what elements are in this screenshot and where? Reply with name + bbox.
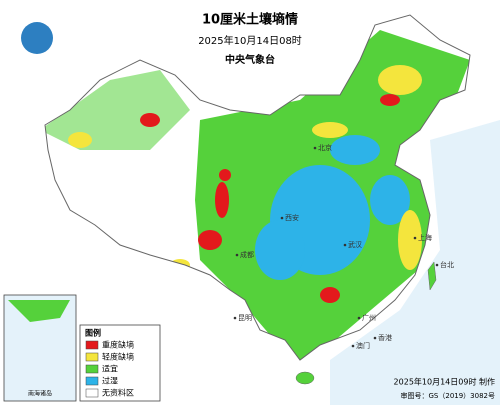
footer-approval: 审图号：GS（2019）3082号 <box>401 391 496 400</box>
city-label: 成都 <box>240 250 254 259</box>
sea <box>330 120 500 405</box>
legend-swatch <box>85 340 99 350</box>
legend-label: 无资料区 <box>102 388 134 398</box>
city-label: 香港 <box>378 333 392 342</box>
legend-swatch <box>85 364 99 374</box>
city-dot <box>435 263 439 267</box>
title: 10厘米土壤墒情 <box>202 12 298 28</box>
legend-label: 过湿 <box>102 376 118 386</box>
taiwan <box>427 261 437 291</box>
legend-swatch <box>85 376 99 386</box>
legend-label: 重度缺墒 <box>102 340 134 350</box>
city-label: 武汉 <box>348 240 362 249</box>
city-dot <box>280 216 284 220</box>
city-label: 澳门 <box>356 341 370 350</box>
logo <box>21 22 53 54</box>
city-label: 台北 <box>440 260 454 269</box>
subtitle: 2025年10月14日08时 <box>198 34 302 47</box>
city-label: 北京 <box>318 143 332 152</box>
city-dot <box>233 316 237 320</box>
city-label: 西安 <box>285 213 299 222</box>
legend-title: 图例 <box>85 328 101 338</box>
inset-land <box>8 300 70 322</box>
city-dot <box>313 146 317 150</box>
city-dot <box>373 336 377 340</box>
legend-swatch <box>85 352 99 362</box>
legend-swatch <box>85 388 99 398</box>
inset-label: 南海诸岛 <box>28 390 52 398</box>
legend-label: 适宜 <box>102 364 118 374</box>
city-label: 上海 <box>418 233 432 242</box>
city-dot <box>413 236 417 240</box>
legend <box>79 324 161 402</box>
city-dot <box>357 316 361 320</box>
agency: 中央气象台 <box>225 53 275 66</box>
city-dot <box>351 344 355 348</box>
footer-made: 2025年10月14日09时 制作 <box>394 377 495 387</box>
legend-label: 轻度缺墒 <box>102 352 134 362</box>
city-dot <box>235 253 239 257</box>
city-label: 昆明 <box>238 314 252 322</box>
hainan <box>295 371 315 385</box>
city-label: 广州 <box>362 313 376 322</box>
city-dot <box>343 243 347 247</box>
